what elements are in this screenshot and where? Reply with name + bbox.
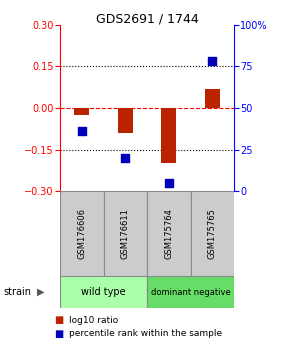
Text: GSM175765: GSM175765 [208, 208, 217, 259]
Bar [118, 108, 133, 133]
Bar [60, 276, 147, 308]
Text: GSM176611: GSM176611 [121, 208, 130, 259]
Bar [74, 108, 89, 115]
Point [210, 58, 215, 64]
Bar [60, 191, 103, 276]
Text: ■: ■ [54, 315, 63, 325]
Bar [103, 191, 147, 276]
Text: strain: strain [3, 287, 31, 297]
Bar [161, 108, 176, 164]
Text: dominant negative: dominant negative [151, 287, 230, 297]
Bar [205, 88, 220, 108]
Text: GSM175764: GSM175764 [164, 208, 173, 259]
Point [123, 155, 128, 161]
Point [79, 129, 84, 134]
Text: wild type: wild type [81, 287, 126, 297]
Text: log10 ratio: log10 ratio [69, 316, 118, 325]
Text: percentile rank within the sample: percentile rank within the sample [69, 329, 222, 338]
Text: ▶: ▶ [37, 287, 44, 297]
Point [166, 180, 171, 185]
Text: GSM176606: GSM176606 [77, 208, 86, 259]
Bar [147, 191, 190, 276]
Text: GDS2691 / 1744: GDS2691 / 1744 [96, 12, 198, 25]
Text: ■: ■ [54, 329, 63, 339]
Bar [190, 191, 234, 276]
Bar [147, 276, 234, 308]
